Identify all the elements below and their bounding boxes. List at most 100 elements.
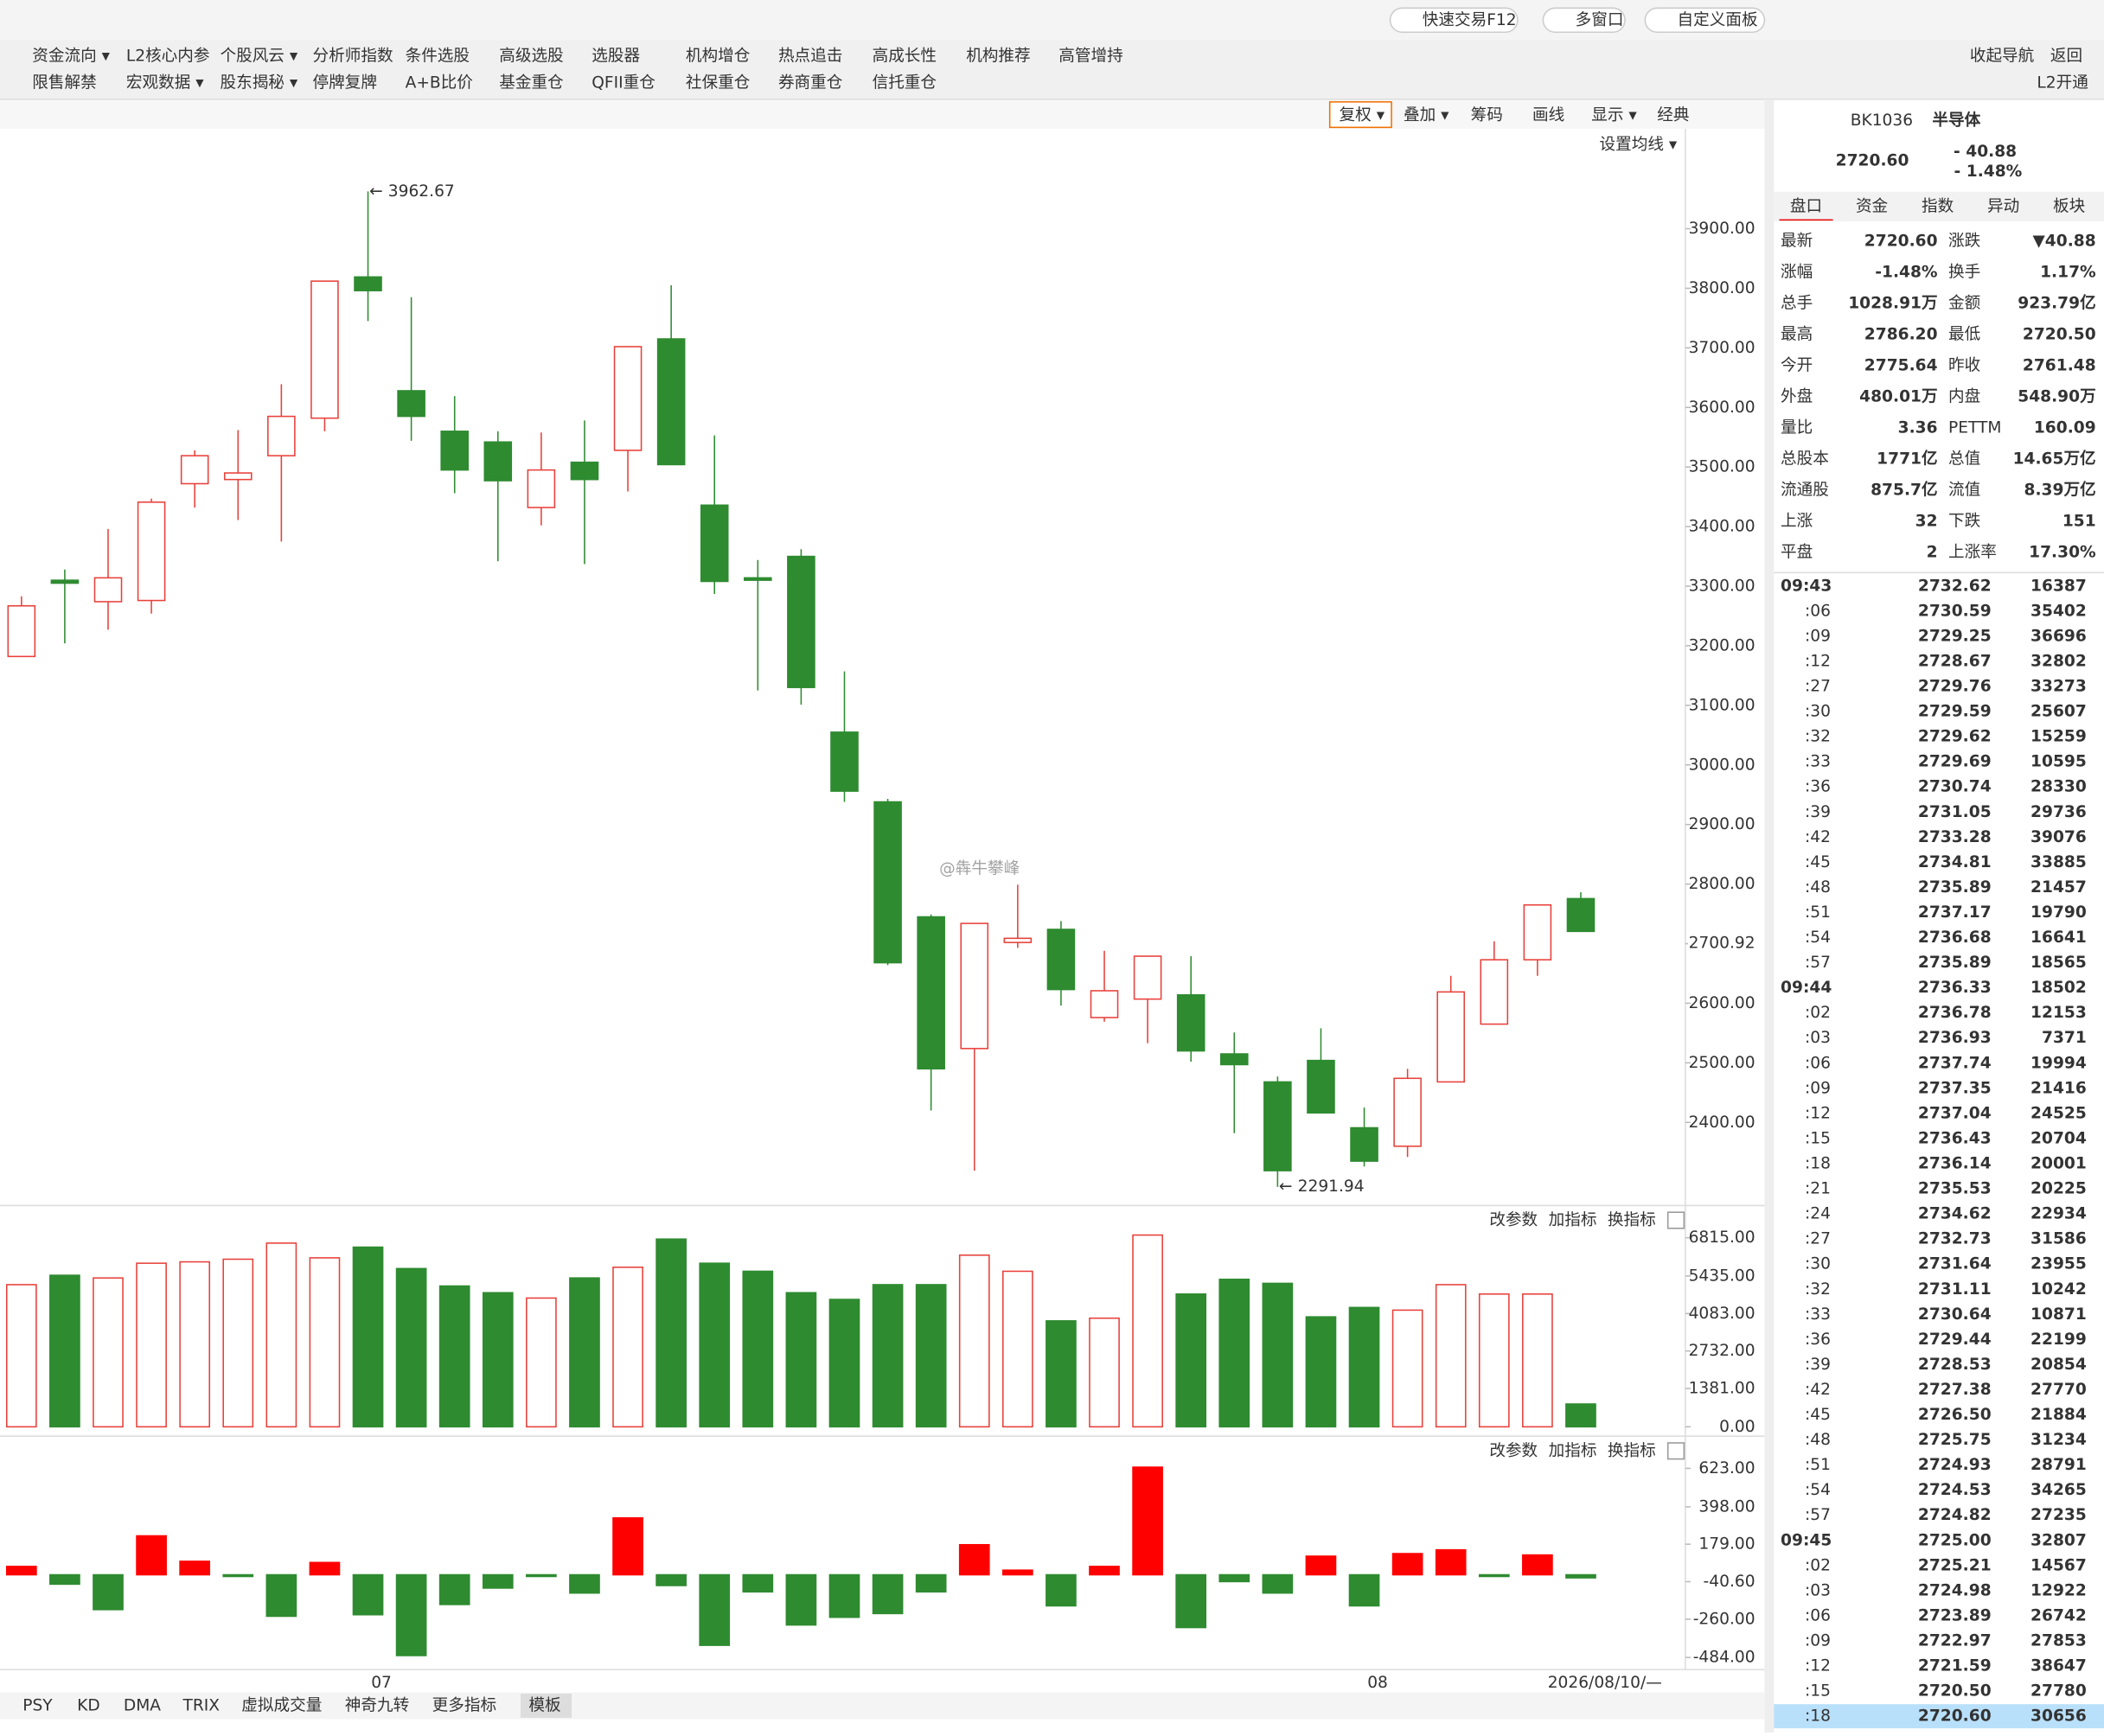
toolbar-item[interactable]: 复权 ▾ <box>1340 106 1385 124</box>
menu-item[interactable]: 停牌复牌 <box>313 74 377 93</box>
menu-item[interactable]: L2开通 <box>2037 74 2088 93</box>
annotation: 3962.67 <box>388 182 455 201</box>
annotation-arrow: ← <box>369 182 383 201</box>
menu-item[interactable]: 高管增持 <box>1058 48 1122 66</box>
panel-button[interactable]: 加指标 <box>1549 1442 1597 1460</box>
bar <box>352 1246 384 1428</box>
bar <box>1478 1573 1510 1578</box>
menu-item[interactable]: L2核心内参 <box>126 48 210 66</box>
top-button-label[interactable]: 多窗口 <box>1576 11 1624 29</box>
trade-time: :30 <box>1805 1255 1831 1273</box>
panel-button[interactable]: 换指标 <box>1608 1211 1656 1229</box>
trade-time: :21 <box>1805 1180 1831 1198</box>
menu-item[interactable]: 社保重仓 <box>686 74 751 93</box>
side-tab[interactable]: 异动 <box>1987 197 2019 215</box>
bar <box>352 1573 384 1616</box>
side-tab[interactable]: 指数 <box>1922 197 1954 215</box>
candle-body <box>483 441 513 482</box>
menu-item[interactable]: A+B比价 <box>406 74 474 93</box>
toolbar-item[interactable]: 显示 ▾ <box>1591 106 1637 124</box>
trade-time: :02 <box>1805 1004 1831 1022</box>
menu-item[interactable]: 返回 <box>2050 48 2082 66</box>
menu-item[interactable]: 机构推荐 <box>966 48 1030 66</box>
bar <box>1046 1573 1077 1607</box>
menu-item[interactable]: 限售解禁 <box>32 74 96 93</box>
menu-item[interactable]: 热点追击 <box>778 48 842 66</box>
active-tab <box>521 1694 572 1718</box>
panel-button[interactable]: 加指标 <box>1549 1211 1597 1229</box>
indicator-tab[interactable]: 神奇九转 <box>345 1696 409 1714</box>
toolbar-item[interactable]: 叠加 ▾ <box>1404 106 1449 124</box>
trade-time: :54 <box>1805 1481 1831 1499</box>
indicator-tab[interactable]: TRIX <box>182 1696 220 1714</box>
panel-button[interactable]: 改参数 <box>1489 1211 1538 1229</box>
menu-item[interactable]: 券商重仓 <box>778 74 843 93</box>
indicator-tab[interactable]: PSY <box>22 1696 53 1714</box>
side-tab[interactable]: 板块 <box>2053 197 2086 215</box>
quote-label: 换手 <box>1948 264 1980 282</box>
bar <box>1089 1317 1120 1428</box>
menu-item[interactable]: 股东揭秘 ▾ <box>220 74 297 93</box>
menu-item[interactable]: 宏观数据 ▾ <box>126 74 204 93</box>
trade-time: :42 <box>1805 1381 1831 1399</box>
trade-time: :03 <box>1805 1029 1831 1047</box>
toolbar-item[interactable]: 画线 <box>1532 106 1564 124</box>
trade-volume: 16387 <box>2030 577 2087 595</box>
menu-item[interactable]: 基金重仓 <box>499 74 564 93</box>
trade-volume: 39076 <box>2030 828 2087 846</box>
menu-item[interactable]: 机构增仓 <box>686 48 751 66</box>
panel-button[interactable]: 换指标 <box>1608 1442 1656 1460</box>
quote-label: 昨收 <box>1948 357 1980 375</box>
top-button[interactable] <box>1542 7 1626 34</box>
ma-setting[interactable]: 设置均线 ▾ <box>1600 136 1678 154</box>
close-button[interactable] <box>1666 1211 1685 1229</box>
candle-body <box>1307 1059 1335 1114</box>
annotation-arrow: ← <box>1279 1178 1293 1196</box>
indicator-tab[interactable]: 模板 <box>528 1696 560 1714</box>
quote-label: 涨幅 <box>1781 264 1813 282</box>
indicator-tab[interactable]: KD <box>77 1696 100 1714</box>
side-tab[interactable]: 盘口 <box>1790 197 1822 215</box>
menu-item[interactable]: 高级选股 <box>499 48 563 66</box>
trade-price: 2724.53 <box>1918 1481 1992 1499</box>
panel-button[interactable]: 改参数 <box>1489 1442 1538 1460</box>
toolbar-item[interactable]: 经典 <box>1657 106 1689 124</box>
candle-body <box>744 577 772 581</box>
y-tick-label: 3700.00 <box>1689 339 1755 357</box>
toolbar-item[interactable]: 筹码 <box>1471 106 1503 124</box>
y-tick-label: -260.00 <box>1693 1610 1755 1628</box>
top-button[interactable] <box>1389 7 1519 34</box>
indicator-tab[interactable]: DMA <box>124 1696 161 1714</box>
menu-item[interactable]: 选股器 <box>592 48 640 66</box>
y-tick-label: 2500.00 <box>1689 1054 1755 1072</box>
indicator-tab[interactable]: 更多指标 <box>432 1696 496 1714</box>
menu-item[interactable]: 信托重仓 <box>873 74 937 93</box>
quote-value: 8.39万亿 <box>2024 481 2096 500</box>
trade-time: :51 <box>1805 903 1831 922</box>
indicator-tab[interactable]: 虚拟成交量 <box>241 1696 322 1714</box>
trade-price: 2737.74 <box>1918 1054 1992 1072</box>
menu-item[interactable]: 资金流向 ▾ <box>32 48 110 66</box>
top-button-label[interactable]: 自定义面板 <box>1678 11 1758 29</box>
bar <box>93 1277 124 1428</box>
name: 半导体 <box>1932 111 1980 130</box>
trade-price: 2737.04 <box>1918 1104 1992 1122</box>
bar <box>1218 1278 1250 1428</box>
top-button[interactable] <box>1644 7 1766 34</box>
trade-volume: 21457 <box>2030 878 2087 897</box>
candle-body <box>830 731 859 792</box>
bar <box>1348 1306 1380 1428</box>
menu-item[interactable]: 个股风云 ▾ <box>220 48 297 66</box>
quote-label: 外盘 <box>1781 388 1813 406</box>
menu-item[interactable]: 收起导航 <box>1970 48 2035 66</box>
bar <box>1262 1573 1294 1594</box>
menu-item[interactable]: 条件选股 <box>406 48 470 66</box>
menu-item[interactable]: QFII重仓 <box>592 74 656 93</box>
splitter <box>1764 99 1775 1733</box>
menu-item[interactable]: 分析师指数 <box>313 48 393 66</box>
menu-item[interactable]: 高成长性 <box>873 48 937 66</box>
trade-price: 2729.25 <box>1918 627 1992 645</box>
side-tab[interactable]: 资金 <box>1856 197 1889 215</box>
close-button[interactable] <box>1666 1442 1685 1460</box>
top-button-label[interactable]: 快速交易F12 <box>1423 11 1517 29</box>
